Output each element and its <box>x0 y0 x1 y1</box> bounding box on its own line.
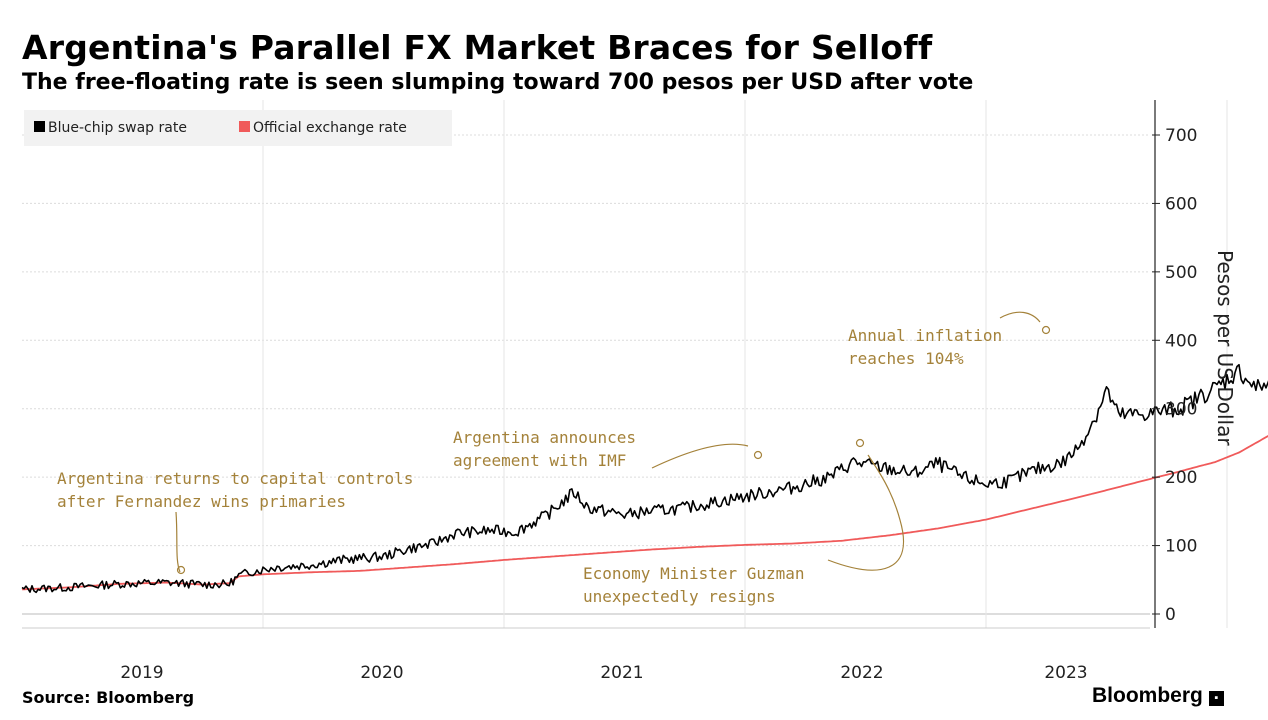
annotations: Argentina returns to capital controls aft… <box>57 311 1051 606</box>
annotation-text: Argentina returns to capital controls aft… <box>57 469 413 511</box>
annotation-line: Argentina announces <box>453 428 636 447</box>
annotation-arrow <box>175 511 181 573</box>
y-tick-label: 100 <box>1165 537 1197 557</box>
legend-label-official: Official exchange rate <box>253 120 407 136</box>
source-note: Source: Bloomberg <box>22 688 195 707</box>
annotation-marker <box>1041 325 1051 335</box>
annotation-marker <box>753 450 763 460</box>
y-axis-label: Pesos per US Dollar <box>1213 250 1237 446</box>
annotation-line: Economy Minister Guzman <box>583 564 805 583</box>
y-tick-label: 700 <box>1165 126 1197 146</box>
x-tick-label: 2022 <box>840 663 883 683</box>
y-tick-label: 200 <box>1165 468 1197 488</box>
x-tick-label: 2020 <box>360 663 403 683</box>
y-tick-label: 400 <box>1165 331 1197 351</box>
legend-swatch-blue-chip <box>34 121 45 132</box>
y-axis: 0 100 200 300 400 500 600 700 <box>1152 100 1197 628</box>
brand-name: Bloomberg <box>1092 684 1203 707</box>
brand-logo: Bloomberg ▪ <box>1092 684 1224 708</box>
y-tick-label: 500 <box>1165 263 1197 283</box>
legend-background <box>24 110 452 146</box>
annotation-line: reaches 104% <box>848 349 964 368</box>
chart-title: Argentina's Parallel FX Market Braces fo… <box>22 28 933 67</box>
y-tick-label: 300 <box>1165 400 1197 420</box>
grid-lines <box>22 100 1228 628</box>
series-blue-chip <box>21 363 1268 594</box>
y-tick-label: 600 <box>1165 194 1197 214</box>
annotation-marker <box>855 438 865 448</box>
series-line-blue-chip <box>21 363 1268 594</box>
legend-swatch-official <box>239 121 250 132</box>
annotation-arrow <box>999 311 1041 323</box>
annotation-line: agreement with IMF <box>453 451 626 470</box>
annotation-line: Annual inflation <box>848 326 1002 345</box>
annotation-line: after Fernandez wins primaries <box>57 492 346 511</box>
annotation-arrow <box>827 454 905 571</box>
annotation-line: unexpectedly resigns <box>583 587 776 606</box>
x-tick-label: 2019 <box>120 663 163 683</box>
annotation-text: Argentina announces agreement with IMF <box>453 428 636 470</box>
y-tick-label: 0 <box>1165 605 1176 625</box>
x-axis: 2019 2020 2021 2022 2023 <box>22 627 1150 683</box>
annotation-text: Economy Minister Guzman unexpectedly resi… <box>583 564 805 606</box>
terminal-icon: ▪ <box>1208 691 1224 706</box>
legend-label-blue-chip: Blue-chip swap rate <box>48 120 187 136</box>
x-tick-label: 2023 <box>1044 663 1087 683</box>
x-tick-label: 2021 <box>600 663 643 683</box>
legend: Blue-chip swap rate Official exchange ra… <box>24 110 452 146</box>
annotation-text: Annual inflation reaches 104% <box>848 326 1002 368</box>
annotation-marker <box>176 565 186 575</box>
chart-subtitle: The free-floating rate is seen slumping … <box>22 70 974 95</box>
annotation-arrow <box>651 443 749 469</box>
annotation-line: Argentina returns to capital controls <box>57 469 413 488</box>
